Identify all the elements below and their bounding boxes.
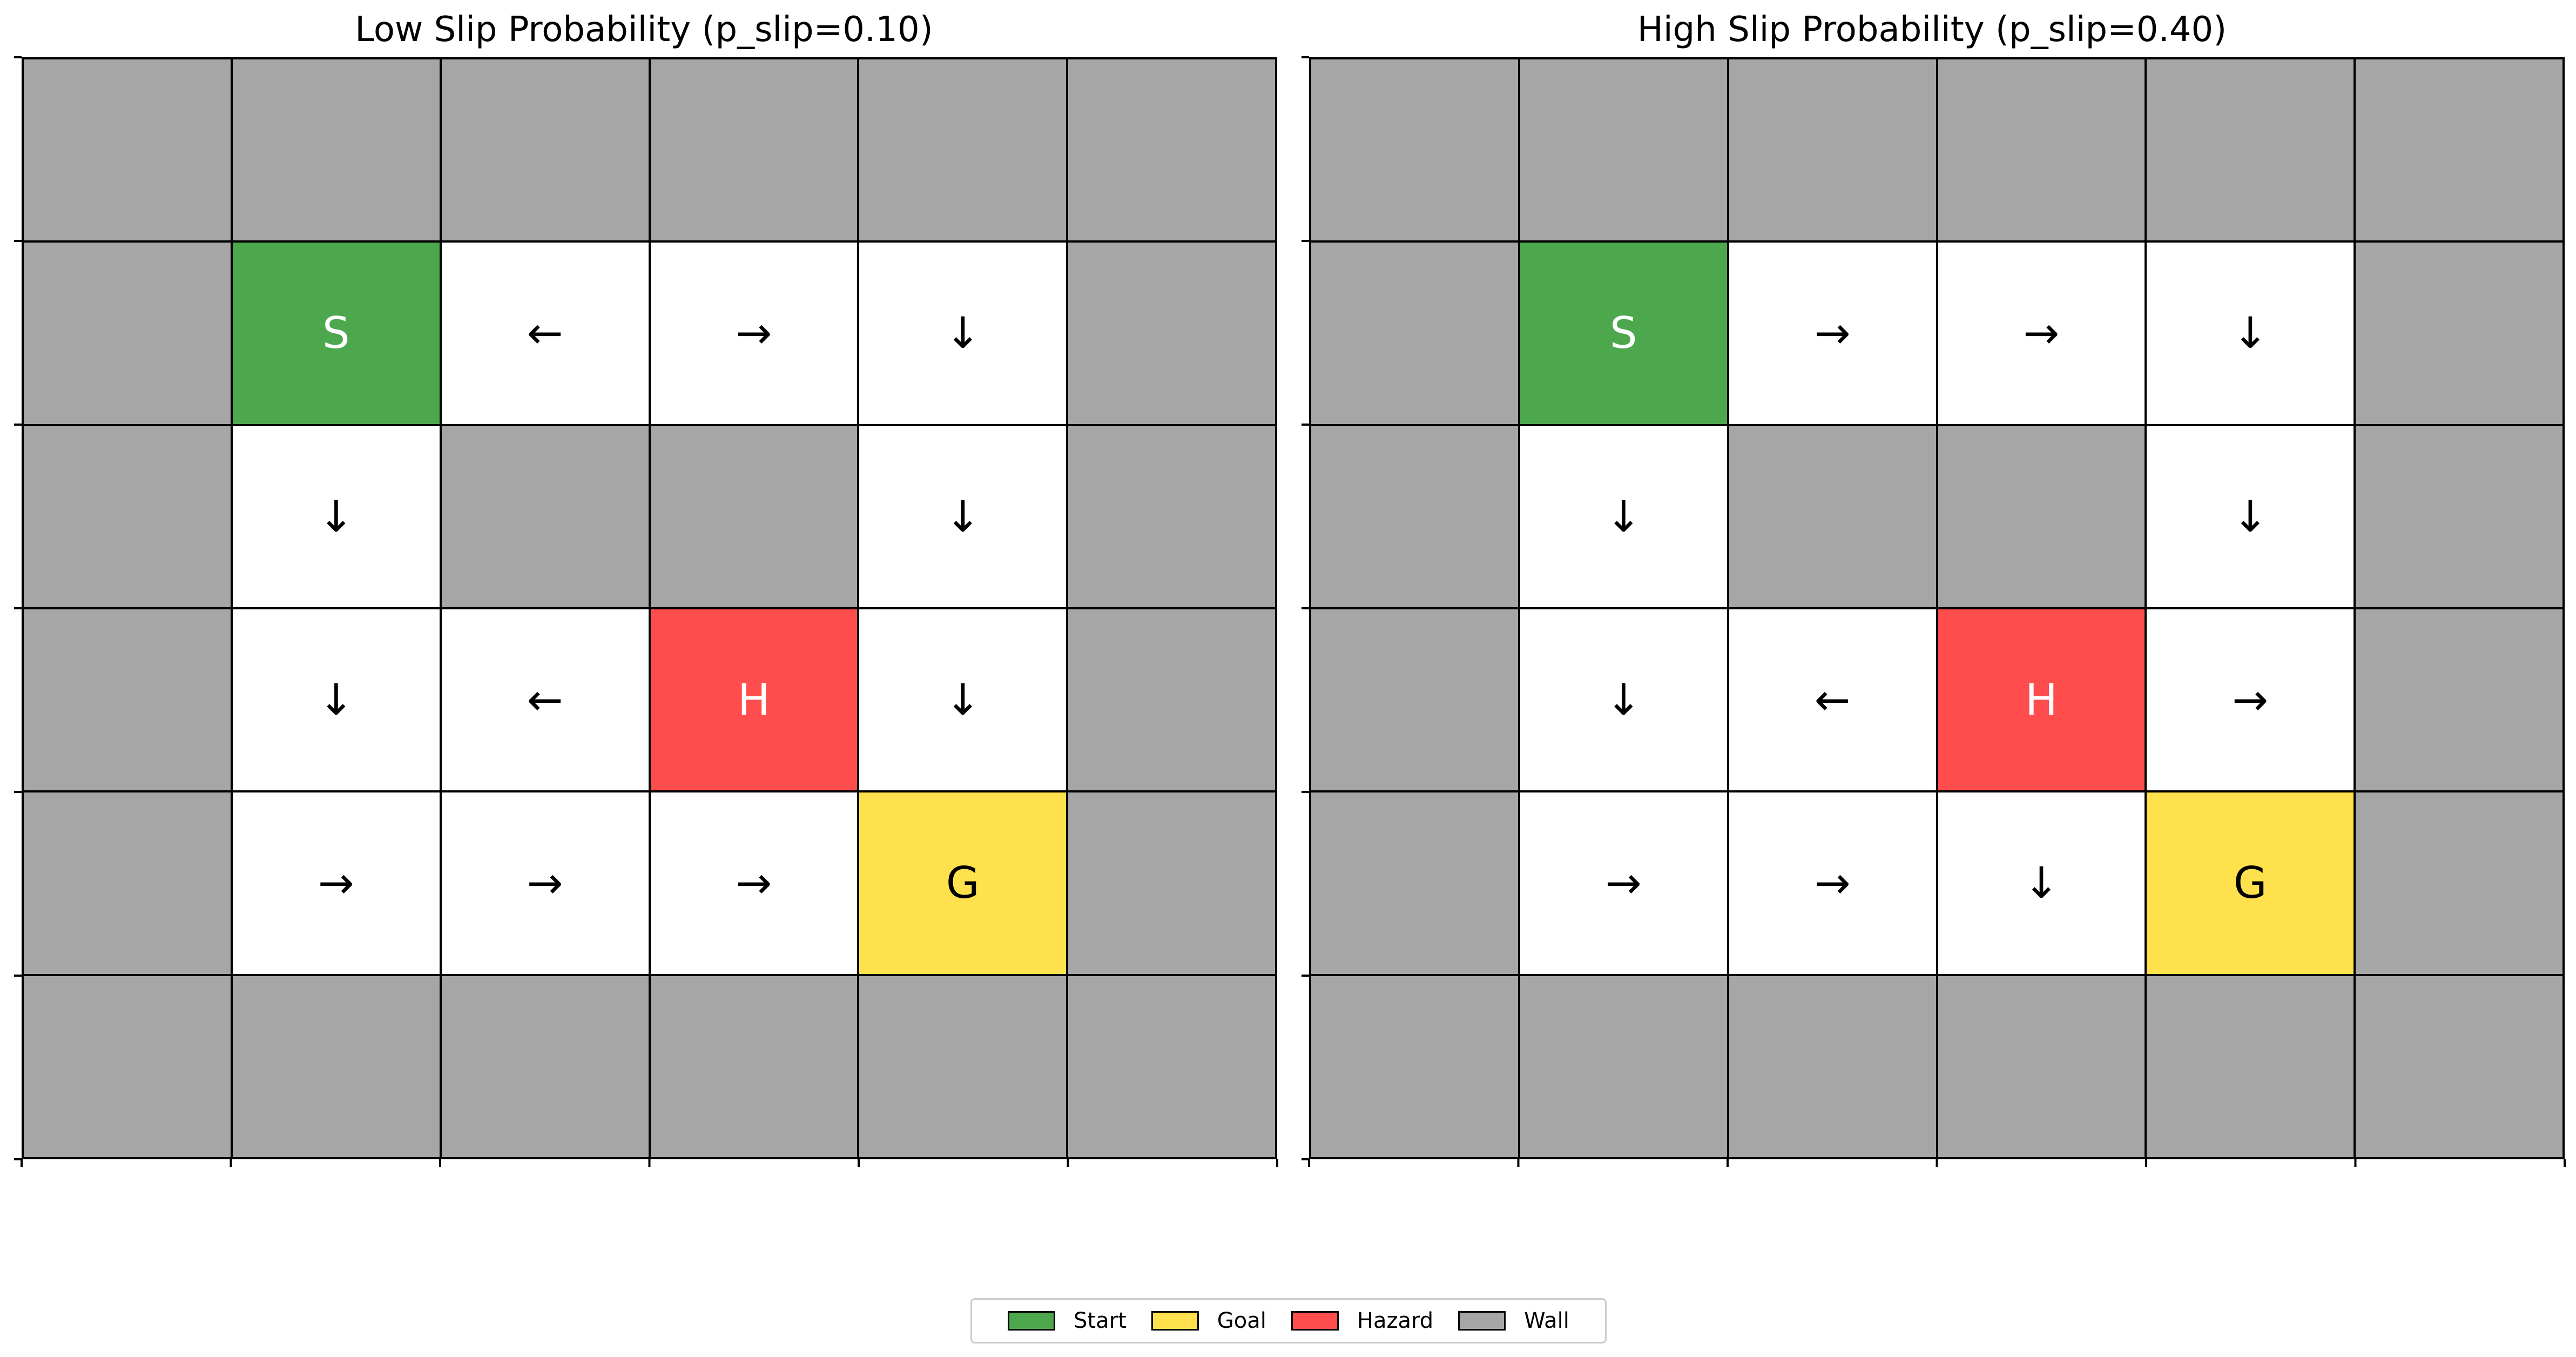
grid-cell-wall	[650, 59, 860, 243]
grid-cell-free: ↓	[2147, 243, 2356, 426]
grid-cell-free: →	[232, 792, 442, 976]
grid-cell-free: ↓	[1520, 609, 1729, 793]
grid-cell-free: →	[650, 243, 860, 426]
grid-cell-free: →	[1729, 243, 1938, 426]
grid-cell-wall	[1311, 792, 1520, 976]
grid-cell-wall	[1729, 426, 1938, 609]
grid-cell-wall	[24, 976, 233, 1159]
gridworld: S → → ↓ ↓ ↓ ↓ ← H → → → ↓ G	[1309, 57, 2565, 1159]
grid-cell-wall	[1311, 426, 1520, 609]
legend-label: Wall	[1524, 1308, 1569, 1333]
grid-cell-wall	[1938, 426, 2147, 609]
grid-cell-free: ←	[1729, 609, 1938, 793]
legend-label: Start	[1074, 1308, 1127, 1333]
legend-swatch	[1291, 1311, 1339, 1331]
legend-swatch	[1151, 1311, 1199, 1331]
grid-cell-free: →	[650, 792, 860, 976]
grid-cell-wall	[859, 976, 1069, 1159]
grid-cell-free: ↓	[232, 426, 442, 609]
grid-cell-wall	[24, 243, 233, 426]
grid-cell-wall	[2356, 792, 2565, 976]
grid-cell-wall	[24, 59, 233, 243]
grid-cell-free: ↓	[859, 426, 1069, 609]
legend: Start Goal Hazard Wall	[970, 1298, 1607, 1343]
legend-item-hazard: Hazard	[1291, 1308, 1433, 1333]
grid-cell-wall	[1068, 426, 1277, 609]
grid-cell-wall	[1068, 792, 1277, 976]
grid-cell-free: ←	[441, 609, 651, 793]
grid-cell-wall	[1068, 59, 1277, 243]
grid-cell-wall	[2356, 609, 2565, 793]
grid-cell-wall	[441, 59, 651, 243]
grid-cell-wall	[650, 426, 860, 609]
grid-cell-hazard: H	[1938, 609, 2147, 793]
legend-item-start: Start	[1008, 1308, 1127, 1333]
grid-cell-wall	[2147, 976, 2356, 1159]
legend-item-wall: Wall	[1458, 1308, 1569, 1333]
grid-cell-wall	[2356, 976, 2565, 1159]
grid-cell-goal: G	[859, 792, 1069, 976]
grid-cell-goal: G	[2147, 792, 2356, 976]
grid-cell-free: →	[1520, 792, 1729, 976]
grid-cell-wall	[1311, 609, 1520, 793]
grid-cell-wall	[1938, 59, 2147, 243]
grid-cell-wall	[859, 59, 1069, 243]
grid-cell-free: ↓	[2147, 426, 2356, 609]
grid-cell-wall	[1311, 59, 1520, 243]
legend-label: Goal	[1217, 1308, 1266, 1333]
grid-cell-free: ↓	[1938, 792, 2147, 976]
grid-cell-wall	[1729, 59, 1938, 243]
legend-swatch	[1008, 1311, 1056, 1331]
grid-cell-free: →	[441, 792, 651, 976]
grid-cell-wall	[1729, 976, 1938, 1159]
grid-cell-wall	[2356, 426, 2565, 609]
grid-cell-wall	[1068, 609, 1277, 793]
grid-cell-wall	[1311, 976, 1520, 1159]
legend-item-goal: Goal	[1151, 1308, 1266, 1333]
grid-cell-start: S	[1520, 243, 1729, 426]
grid-cell-wall	[1311, 243, 1520, 426]
grid-cell-wall	[650, 976, 860, 1159]
grid-cell-wall	[1068, 976, 1277, 1159]
panel-title: High Slip Probability (p_slip=0.40)	[1637, 10, 2227, 50]
legend-label: Hazard	[1357, 1308, 1434, 1333]
panel-title: Low Slip Probability (p_slip=0.10)	[355, 10, 933, 50]
grid-cell-wall	[232, 976, 442, 1159]
grid-cell-wall	[441, 426, 651, 609]
grid-cell-wall	[1520, 59, 1729, 243]
grid-cell-wall	[24, 426, 233, 609]
gridworld: S ← → ↓ ↓ ↓ ↓ ← H ↓ → → → G	[22, 57, 1277, 1159]
legend-swatch	[1458, 1311, 1506, 1331]
grid-cell-wall	[2147, 59, 2356, 243]
grid-cell-wall	[1520, 976, 1729, 1159]
grid-cell-wall	[232, 59, 442, 243]
grid-cell-wall	[1068, 243, 1277, 426]
grid-cell-free: ↓	[1520, 426, 1729, 609]
grid-cell-free: →	[1938, 243, 2147, 426]
grid-cell-wall	[2356, 243, 2565, 426]
grid-cell-hazard: H	[650, 609, 860, 793]
grid-cell-free: ↓	[859, 243, 1069, 426]
grid-cell-wall	[1938, 976, 2147, 1159]
grid-cell-wall	[2356, 59, 2565, 243]
grid-cell-free: →	[1729, 792, 1938, 976]
grid-cell-wall	[441, 976, 651, 1159]
grid-cell-free: ↓	[859, 609, 1069, 793]
grid-cell-start: S	[232, 243, 442, 426]
grid-cell-free: ↓	[232, 609, 442, 793]
grid-cell-wall	[24, 792, 233, 976]
grid-cell-wall	[24, 609, 233, 793]
grid-cell-free: →	[2147, 609, 2356, 793]
grid-cell-free: ←	[441, 243, 651, 426]
